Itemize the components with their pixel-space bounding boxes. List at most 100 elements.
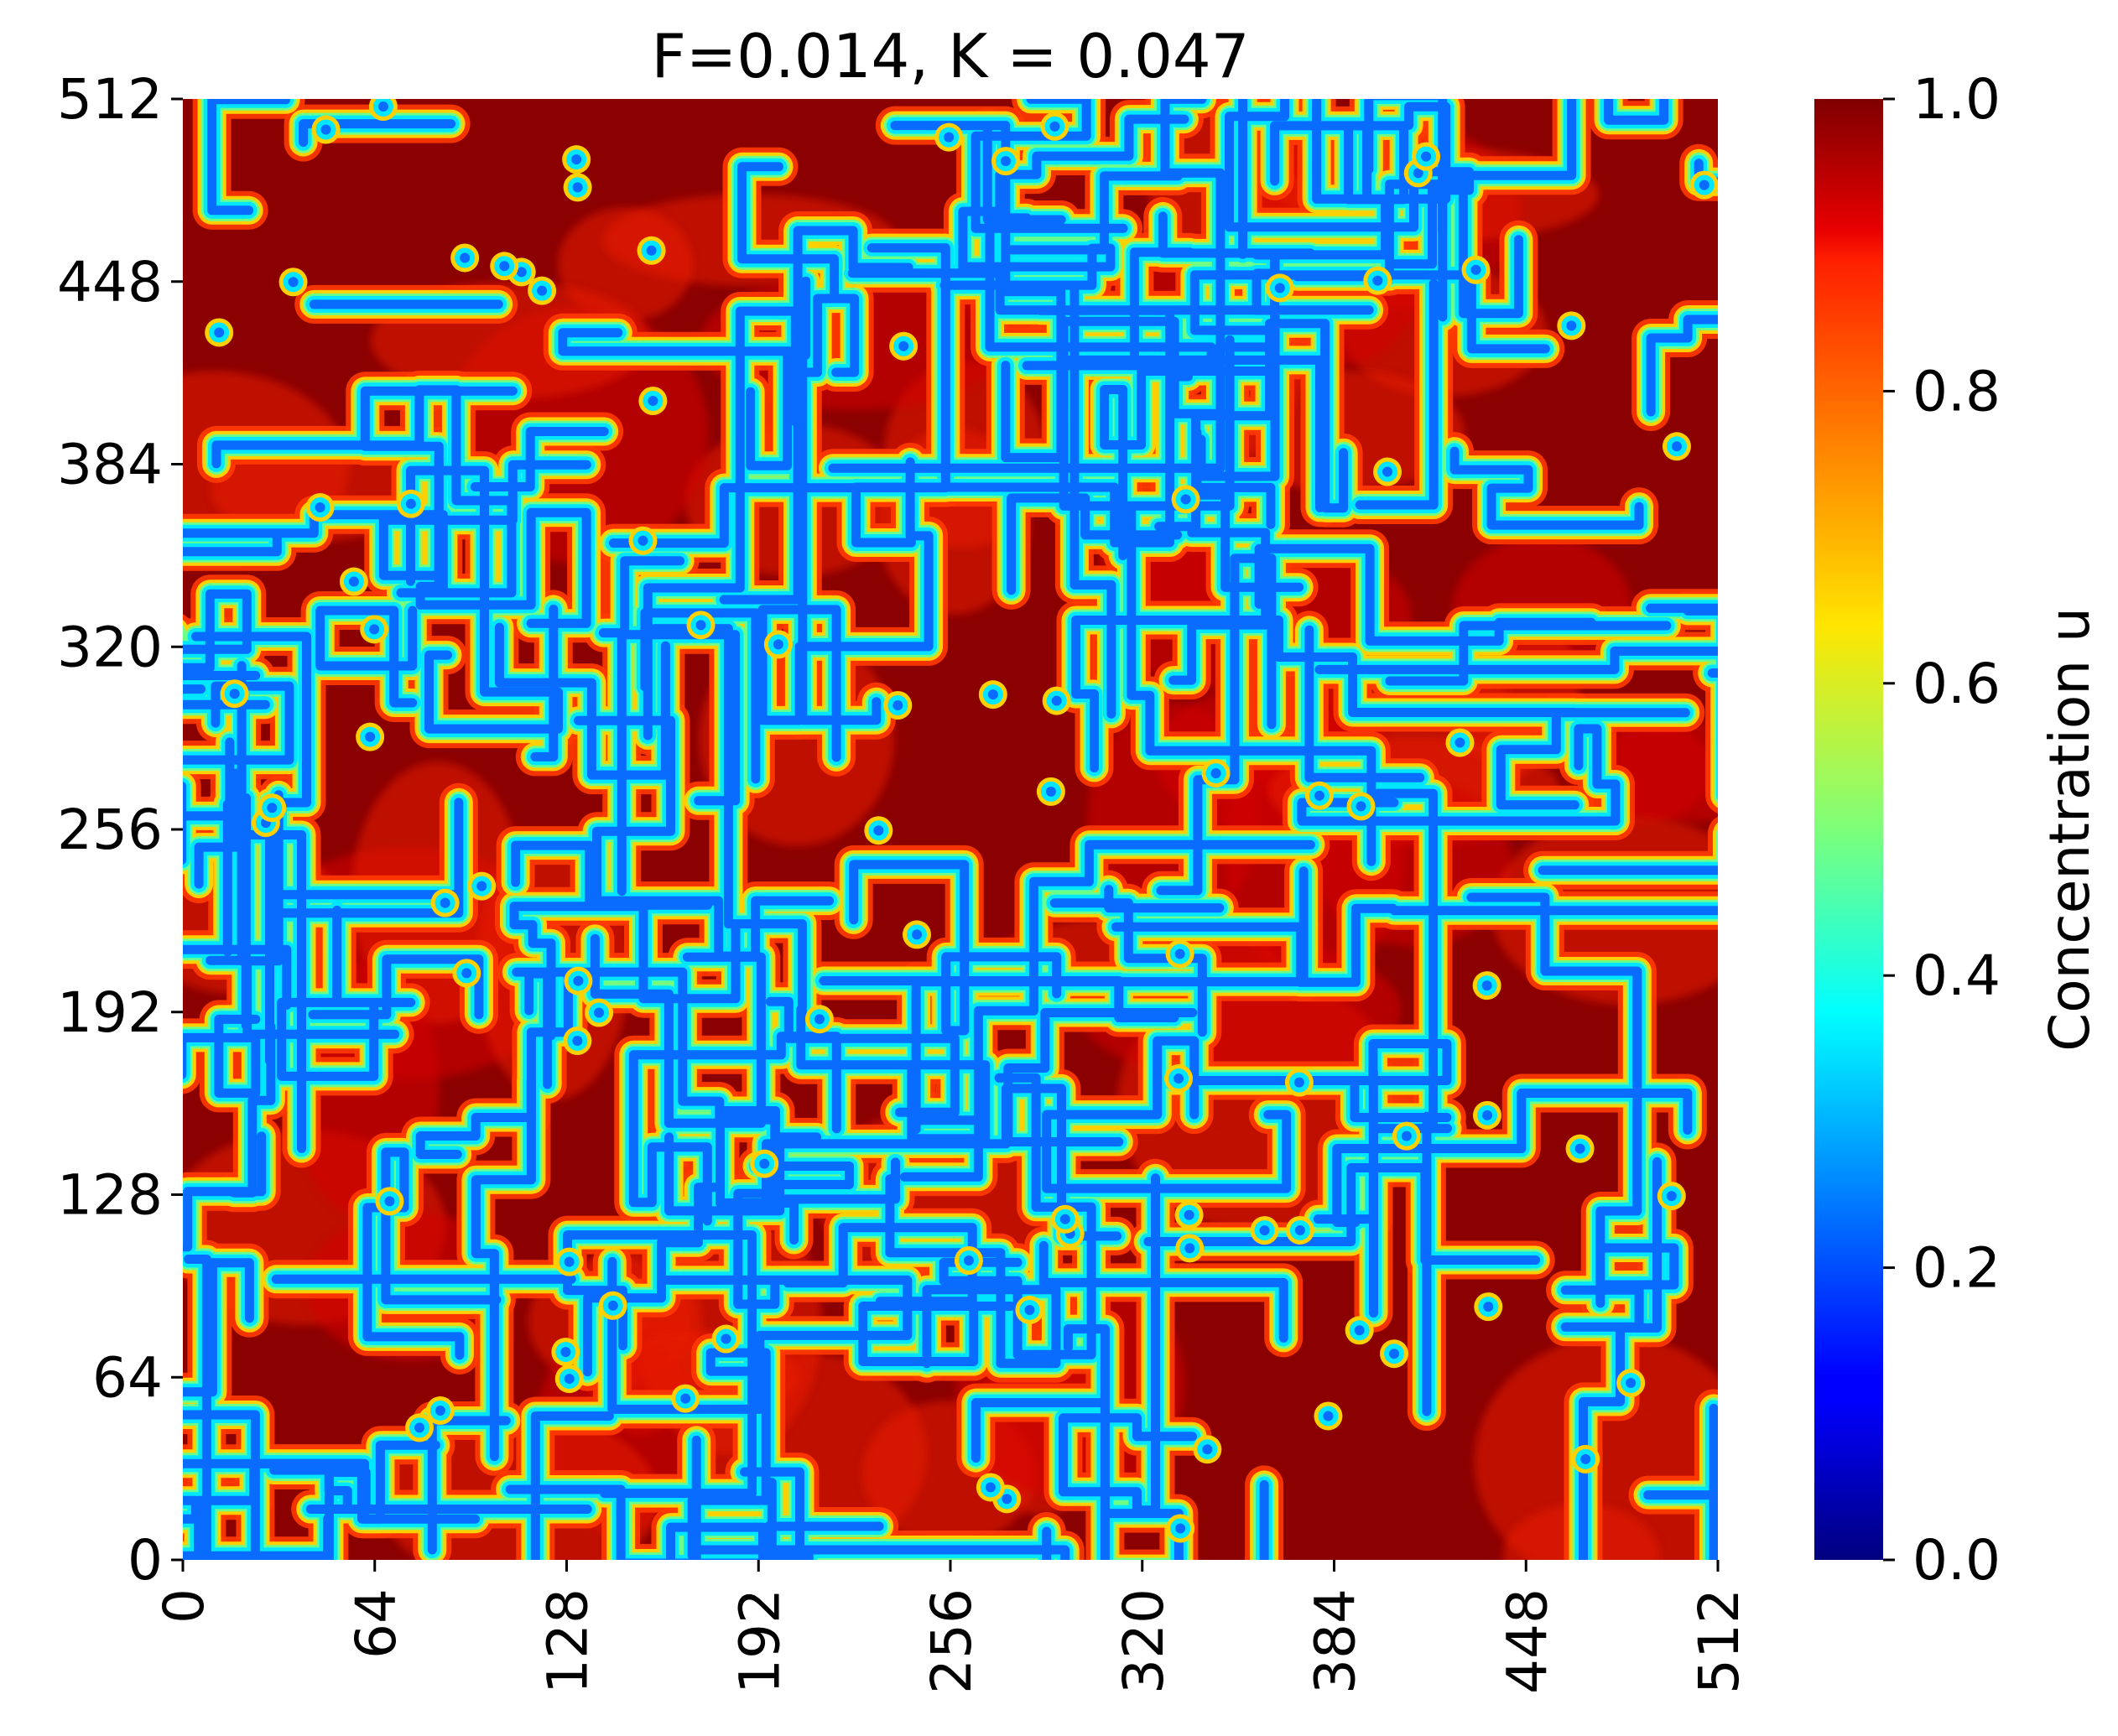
- spot: [1050, 1204, 1080, 1234]
- spot-core: [560, 1347, 571, 1358]
- spot-core: [1184, 1243, 1195, 1254]
- spot: [1474, 1292, 1503, 1322]
- spot: [1445, 728, 1475, 757]
- spot-core: [435, 1405, 445, 1416]
- spot-core: [1174, 949, 1185, 959]
- spot: [1201, 759, 1231, 788]
- spot: [405, 1413, 435, 1442]
- stripe-segment: [1579, 1156, 1662, 1560]
- spot: [528, 276, 557, 305]
- spot-core: [1671, 441, 1682, 452]
- y-tick-label: 512: [57, 67, 163, 132]
- stripe-segment: [939, 1073, 1096, 1359]
- stripe-segment: [1496, 708, 1690, 810]
- spot-core: [572, 182, 583, 193]
- spot-core: [1184, 1209, 1194, 1220]
- stripe-segment: [691, 1508, 1070, 1560]
- spot: [1250, 1216, 1279, 1245]
- spot-core: [594, 1007, 605, 1018]
- spot-core: [911, 929, 922, 940]
- spot: [311, 115, 341, 144]
- stripe-segment: [207, 99, 291, 216]
- stripe-segment: [849, 860, 1062, 1036]
- spot: [368, 99, 398, 122]
- spot: [992, 1484, 1022, 1514]
- spot: [628, 526, 658, 555]
- spot-core: [1372, 275, 1383, 286]
- spot-core: [1626, 1378, 1637, 1389]
- stripe-segment: [406, 465, 563, 734]
- spot: [804, 1005, 834, 1034]
- stripe-segment: [985, 213, 1216, 371]
- spot: [954, 1246, 983, 1276]
- colorbar: [1814, 99, 1883, 1560]
- spot: [490, 252, 519, 281]
- stripe-band: [183, 99, 1718, 1560]
- spot: [1662, 432, 1691, 461]
- colorbar-tick-label: 0.0: [1912, 1528, 2001, 1593]
- spot: [220, 679, 249, 709]
- spot-core: [695, 620, 706, 631]
- spot-core: [1173, 1073, 1184, 1084]
- spot-core: [963, 1255, 974, 1266]
- spot-core: [1180, 494, 1191, 505]
- y-tick-label: 384: [57, 433, 163, 497]
- spot-core: [1580, 1453, 1591, 1464]
- spot: [563, 1027, 592, 1056]
- spot: [1616, 1369, 1646, 1398]
- spot: [1345, 1316, 1374, 1345]
- chart-title: F=0.014, K = 0.047: [651, 21, 1249, 91]
- spot-core: [288, 277, 299, 288]
- stripe-segment: [471, 972, 573, 1462]
- stripe-segment: [1071, 616, 1579, 772]
- stripe-segment: [183, 1458, 480, 1560]
- spot-core: [1382, 466, 1393, 477]
- stripe-segment: [530, 604, 559, 761]
- x-tick-label: 512: [1687, 1588, 1751, 1694]
- x-tick-label: 256: [919, 1588, 984, 1694]
- stripe-segment: [858, 1302, 1016, 1366]
- spot-core: [1059, 1214, 1070, 1224]
- spot-core: [365, 731, 376, 742]
- stripe-segment: [524, 969, 553, 1089]
- spot-core: [1293, 1077, 1304, 1088]
- spot-core: [1356, 801, 1366, 812]
- spot: [1042, 686, 1071, 715]
- spot: [1193, 1435, 1222, 1464]
- spot: [1346, 792, 1376, 821]
- x-tick-label: 64: [344, 1588, 409, 1659]
- spot: [976, 1473, 1005, 1502]
- spot: [1473, 1100, 1502, 1130]
- spot: [430, 888, 460, 917]
- spot-core: [1314, 790, 1324, 801]
- spot-core: [1413, 168, 1423, 179]
- heatmap-plot-area: [183, 99, 1718, 1560]
- y-tick-label: 0: [127, 1528, 163, 1593]
- stripe-segment: [183, 737, 235, 821]
- stripe-segment: [211, 385, 517, 598]
- colorbar-label: Concentration u: [2037, 607, 2102, 1052]
- stripe-segment: [183, 681, 294, 765]
- spot: [278, 268, 308, 297]
- spot-core: [414, 1422, 425, 1433]
- colorbar-tick-label: 0.6: [1912, 652, 2001, 716]
- colorbar-tick-label: 0.4: [1912, 943, 2001, 1008]
- spot: [554, 1247, 584, 1276]
- spot-core: [564, 1374, 575, 1385]
- spot: [991, 147, 1020, 176]
- stripe-segment: [796, 1005, 991, 1144]
- spot-core: [1259, 1225, 1270, 1236]
- stripe-segment: [1196, 250, 1280, 481]
- spot-core: [1002, 1494, 1012, 1505]
- y-tick-label: 448: [57, 250, 163, 314]
- stripe-segment: [1385, 621, 1672, 686]
- spot: [305, 493, 335, 522]
- spot-core: [1051, 695, 1062, 706]
- spot: [1164, 1064, 1194, 1094]
- spot-core: [1274, 283, 1285, 294]
- spot: [978, 680, 1007, 709]
- x-tick-label: 0: [152, 1588, 216, 1624]
- spot-core: [637, 535, 648, 546]
- stripe-segment: [598, 628, 627, 897]
- spot-core: [1482, 1110, 1493, 1120]
